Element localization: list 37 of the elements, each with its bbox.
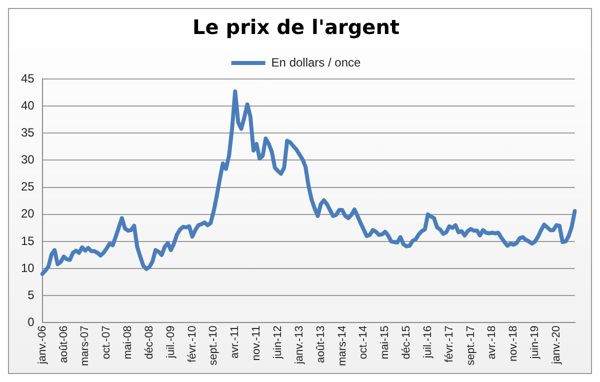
x-tick-label: déc-08 <box>143 326 156 360</box>
chart-title: Le prix de l'argent <box>192 15 400 40</box>
y-tick-label: 20 <box>20 206 35 221</box>
x-tick-label: mai-15 <box>379 326 392 360</box>
x-tick-label: janv.-13 <box>293 326 306 365</box>
x-tick-label: juin-12 <box>272 326 284 360</box>
x-tick-label: mai-08 <box>122 326 134 360</box>
x-tick-label: août-06 <box>58 326 70 363</box>
y-tick-label: 10 <box>20 260 35 275</box>
x-tick-label: nov.-18 <box>508 326 520 362</box>
y-tick-label: 25 <box>20 180 35 194</box>
x-tick-label: mars-07 <box>79 326 92 366</box>
x-tick-label: sept.-17 <box>464 326 477 366</box>
y-tick-label: 15 <box>20 234 35 248</box>
x-tick-label: mars-14 <box>336 326 348 366</box>
y-tick-label: 0 <box>28 314 35 329</box>
y-tick-label: 40 <box>20 98 35 112</box>
x-tick-label: févr.-10 <box>186 326 198 362</box>
x-tick-label: avr.-18 <box>486 326 498 360</box>
x-tick-label: déc-15 <box>400 326 413 360</box>
y-tick-label: 35 <box>20 125 35 140</box>
x-tick-label: août-13 <box>314 326 327 363</box>
x-tick-label: sept.-10 <box>208 326 220 366</box>
x-tick-label: avr.-11 <box>229 326 242 358</box>
x-tick-label: févr.-17 <box>443 326 456 362</box>
x-tick-label: nov.-11 <box>250 326 263 361</box>
y-tick-label: 45 <box>20 71 35 86</box>
y-tick-label: 5 <box>28 288 35 302</box>
x-tick-label: juin-19 <box>529 326 542 360</box>
x-tick-label: janv.-20 <box>550 326 562 365</box>
y-tick-label: 30 <box>20 152 35 167</box>
x-tick-label: juil.-16 <box>422 326 434 360</box>
x-tick-label: oct.-07 <box>100 326 113 360</box>
x-tick-label: juil.-09 <box>164 326 177 360</box>
x-tick-label: oct.-14 <box>358 326 370 360</box>
legend-label: En dollars / once <box>271 55 362 70</box>
x-tick-label: janv.-06 <box>36 326 48 365</box>
